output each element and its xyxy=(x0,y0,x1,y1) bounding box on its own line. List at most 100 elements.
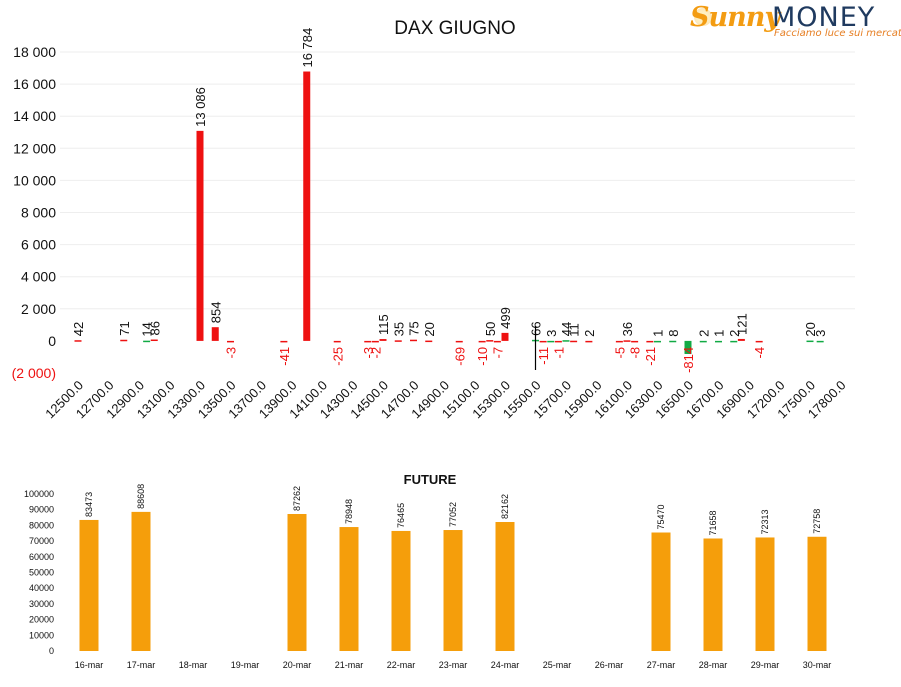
future-y-axis-ticks: 0 10000 20000 30000 40000 50000 60000 70000 8000… xyxy=(24,489,54,656)
future-x-axis-ticks: 16-mar 17-mar 18-mar 19-mar 20-mar 21-mar 22-m… xyxy=(75,660,832,670)
bar-data-label: 499 xyxy=(498,307,513,329)
future-bar xyxy=(651,532,671,651)
future-bar-label: 88608 xyxy=(136,484,146,509)
bar xyxy=(333,340,341,343)
bar-data-label: 121 xyxy=(734,313,749,335)
bar-data-label: -4 xyxy=(752,347,767,359)
bar-data-label: 20 xyxy=(803,322,818,336)
future-bar-label: 72313 xyxy=(760,509,770,534)
future-y-tick-label: 30000 xyxy=(29,599,54,609)
bar xyxy=(120,339,128,342)
future-y-tick-label: 60000 xyxy=(29,552,54,562)
future-y-tick-label: 100000 xyxy=(24,489,54,499)
bar-data-label: -25 xyxy=(330,347,345,366)
x-axis-ticks: 12500.012700.012900.013100.013300.013500… xyxy=(42,378,848,422)
bar-data-label: -21 xyxy=(643,347,658,366)
bar-data-label: 1 xyxy=(712,330,727,337)
future-bar-label: 82162 xyxy=(500,494,510,519)
bar-data-label: -10 xyxy=(475,347,490,366)
future-bar xyxy=(495,522,515,651)
future-x-tick-label: 24-mar xyxy=(491,660,520,670)
bar xyxy=(150,339,158,342)
chart-title: DAX GIUGNO xyxy=(394,18,515,39)
bar-data-label: 13 086 xyxy=(193,87,208,127)
bar xyxy=(623,340,631,342)
bar-data-label: -5 xyxy=(612,347,627,359)
future-bars: 83473 88608 87262 78948 76465 77052 82162 75470… xyxy=(79,484,827,651)
bar xyxy=(646,340,654,343)
bar xyxy=(699,340,707,343)
bar xyxy=(737,338,745,341)
bar-data-label: -8 xyxy=(628,347,643,359)
future-chart: FUTURE 0 10000 20000 30000 40000 50000 60000 70… xyxy=(24,472,832,670)
future-bar-label: 87262 xyxy=(292,486,302,511)
bar xyxy=(631,340,639,343)
bar xyxy=(570,340,578,343)
bar-data-label: -1 xyxy=(551,347,566,359)
future-y-tick-label: 10000 xyxy=(29,630,54,640)
future-bar xyxy=(443,530,463,651)
bar xyxy=(493,340,501,343)
future-bar xyxy=(703,538,723,651)
bar xyxy=(74,340,82,342)
bar-data-label: 1 xyxy=(651,330,666,337)
bar xyxy=(371,340,379,343)
future-x-tick-label: 23-mar xyxy=(439,660,468,670)
bar-data-label: 71 xyxy=(117,321,132,335)
bar xyxy=(554,340,562,343)
bar xyxy=(455,340,463,343)
bar xyxy=(684,340,692,354)
future-y-tick-label: 50000 xyxy=(29,568,54,578)
bar-data-label: 86 xyxy=(147,321,162,335)
future-y-tick-label: 0 xyxy=(49,646,54,656)
future-bar-label: 83473 xyxy=(84,492,94,517)
future-y-tick-label: 40000 xyxy=(29,583,54,593)
bar-data-label: 35 xyxy=(391,322,406,336)
bar-data-label: 16 784 xyxy=(300,28,315,68)
bar xyxy=(227,340,234,343)
future-x-tick-label: 28-mar xyxy=(699,660,728,670)
logo-brand-money: MONEY xyxy=(772,2,876,33)
y-tick-label: 4 000 xyxy=(21,269,56,285)
bar-data-label: 115 xyxy=(376,314,391,335)
bar-data-label: 11 xyxy=(567,323,582,337)
future-bar xyxy=(807,536,827,651)
y-tick-label: 8 000 xyxy=(21,205,56,221)
sunny-money-logo: Sunny MONEY Facciamo luce sui mercati xyxy=(690,2,901,42)
bar xyxy=(585,340,593,343)
bar xyxy=(478,340,486,343)
bar-data-label: 14 xyxy=(140,322,155,336)
bar xyxy=(501,332,509,341)
future-bar xyxy=(339,527,359,651)
future-y-tick-label: 80000 xyxy=(29,520,54,530)
bar-data-label: 2 xyxy=(582,330,597,337)
future-x-tick-label: 30-mar xyxy=(803,660,832,670)
future-x-tick-label: 17-mar xyxy=(127,660,156,670)
gridlines xyxy=(60,51,855,310)
y-tick-label: 12 000 xyxy=(13,140,56,156)
bar xyxy=(730,340,738,343)
future-y-tick-label: 70000 xyxy=(29,536,54,546)
future-y-tick-label: 20000 xyxy=(29,615,54,625)
future-x-tick-label: 19-mar xyxy=(231,660,260,670)
bar-data-label: -69 xyxy=(452,347,467,366)
bar xyxy=(410,339,417,342)
future-x-tick-label: 22-mar xyxy=(387,660,416,670)
y-tick-label: (2 000) xyxy=(12,365,56,381)
bar xyxy=(379,339,387,341)
future-y-tick-label: 90000 xyxy=(29,505,54,515)
bar-data-label: -41 xyxy=(277,347,292,366)
future-x-tick-label: 16-mar xyxy=(75,660,104,670)
y-tick-label: 2 000 xyxy=(21,301,56,317)
bar-data-label: 2 xyxy=(727,330,742,337)
bar xyxy=(303,71,311,341)
bar xyxy=(806,340,814,343)
bar-data-label: -814 xyxy=(681,347,696,373)
bar xyxy=(364,340,372,343)
bar xyxy=(539,340,547,343)
bar xyxy=(715,340,722,343)
bar-data-label: 2 xyxy=(696,330,711,337)
bar xyxy=(816,340,824,343)
future-bar-label: 71658 xyxy=(708,510,718,535)
y-tick-label: 10 000 xyxy=(13,172,56,188)
